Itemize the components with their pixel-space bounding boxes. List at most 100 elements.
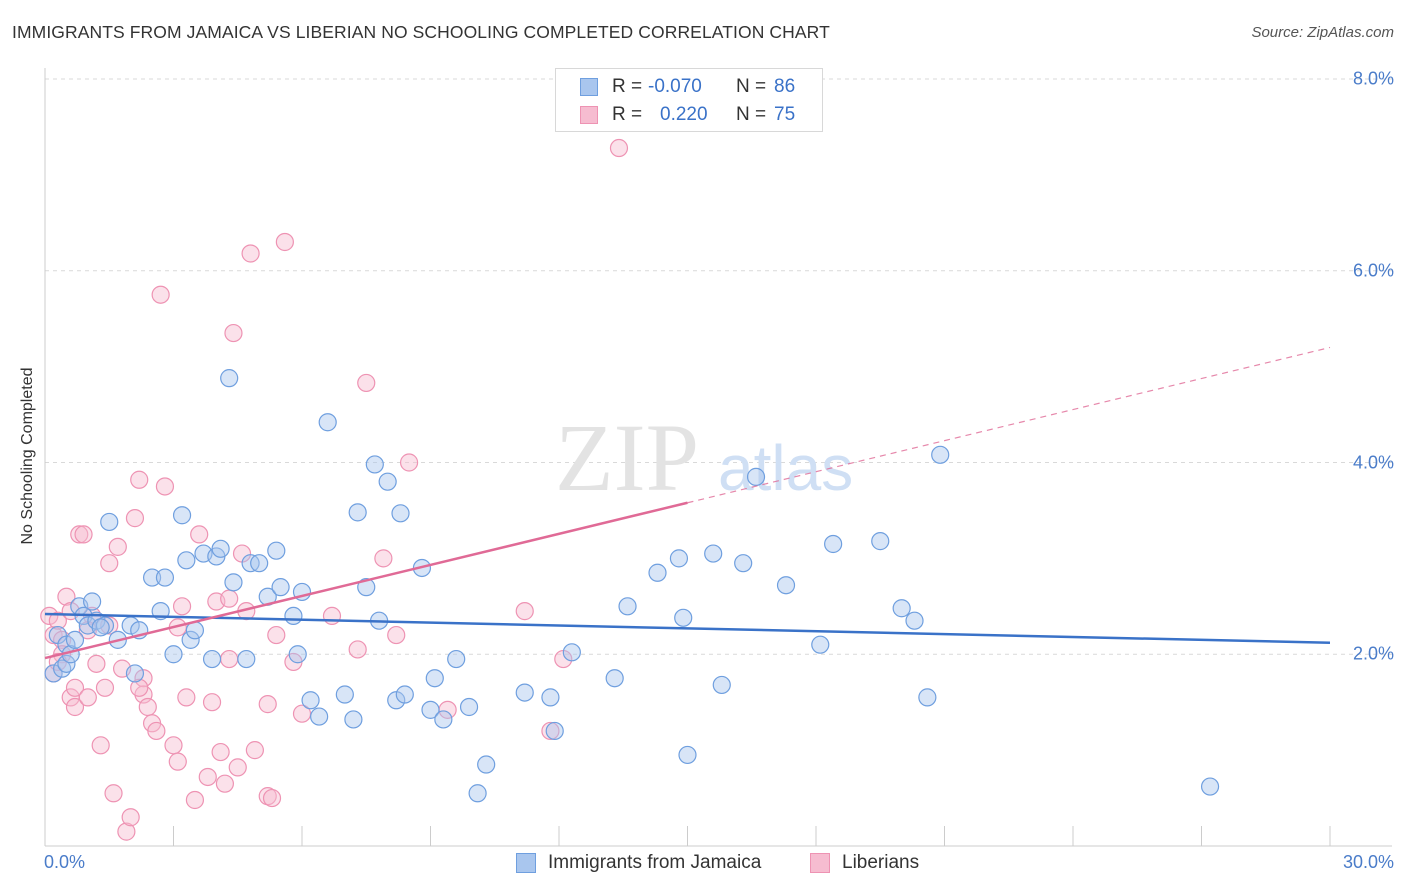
jamaica-point xyxy=(811,635,830,654)
jamaica-point xyxy=(378,472,397,491)
r-value-jamaica: -0.070 xyxy=(648,76,702,97)
jamaica-point xyxy=(776,576,796,595)
liberians-point xyxy=(267,625,286,645)
r-label: R = xyxy=(612,76,643,97)
liberians-point xyxy=(65,678,85,697)
liberians-point xyxy=(202,693,222,712)
stats-swatch-pink xyxy=(580,106,598,124)
liberians-point xyxy=(245,741,264,760)
axes xyxy=(44,68,1392,847)
liberians-points xyxy=(40,138,629,841)
liberians-point xyxy=(177,688,196,707)
jamaica-point xyxy=(674,608,693,627)
source-label: Source: ZipAtlas.com xyxy=(1251,24,1394,41)
y-tick-label: 8.0% xyxy=(1352,68,1394,89)
x-tick-label: 30.0% xyxy=(1342,852,1394,872)
jamaica-point xyxy=(931,445,950,464)
jamaica-point xyxy=(284,606,303,626)
liberians-point xyxy=(399,453,419,472)
jamaica-point xyxy=(746,467,766,486)
jamaica-point xyxy=(905,611,924,630)
jamaica-point xyxy=(515,683,534,702)
n-label: N = xyxy=(736,76,767,97)
jamaica-point xyxy=(1200,777,1220,796)
liberians-point xyxy=(121,808,140,827)
liberians-point xyxy=(224,323,243,343)
jamaica-point xyxy=(83,592,102,611)
liberians-point xyxy=(198,767,217,787)
liberians-point xyxy=(258,695,277,714)
jamaica-point xyxy=(155,568,175,587)
liberians-point xyxy=(220,649,239,669)
jamaica-point xyxy=(562,643,581,662)
jamaica-point xyxy=(434,710,453,729)
chart-title: IMMIGRANTS FROM JAMAICA VS LIBERIAN NO S… xyxy=(12,22,830,42)
jamaica-point xyxy=(237,649,256,669)
jamaica-point xyxy=(468,784,487,803)
y-tick-label: 4.0% xyxy=(1352,452,1394,472)
liberians-point xyxy=(70,525,89,544)
jamaica-point xyxy=(335,685,354,704)
jamaica-trend-line xyxy=(44,612,1331,644)
jamaica-point xyxy=(395,685,414,704)
liberians-point xyxy=(130,678,149,697)
jamaica-point xyxy=(648,563,667,582)
jamaica-point xyxy=(421,700,440,719)
watermark-zip: ZIP xyxy=(555,404,699,511)
jamaica-point xyxy=(541,688,560,707)
liberians-point xyxy=(57,587,76,606)
liberians-point xyxy=(130,470,149,489)
stats-swatch-blue xyxy=(580,78,598,96)
jamaica-point xyxy=(172,506,192,525)
jamaica-point xyxy=(425,669,444,688)
jamaica-point xyxy=(344,710,363,729)
liberians-point xyxy=(134,669,153,688)
y-tick-label: 6.0% xyxy=(1352,260,1394,281)
jamaica-point xyxy=(545,721,564,741)
jamaica-point xyxy=(669,549,689,568)
jamaica-point xyxy=(892,599,911,618)
jamaica-point xyxy=(100,512,119,532)
liberians-point xyxy=(374,549,393,568)
liberians-point xyxy=(387,625,406,645)
liberians-point xyxy=(164,736,183,755)
liberians-trend-line xyxy=(44,501,688,660)
liberians-point xyxy=(220,589,239,608)
legend-label-liberians: Liberians xyxy=(842,852,920,873)
legend-label-jamaica: Immigrants from Jamaica xyxy=(548,852,762,873)
jamaica-point xyxy=(365,455,384,474)
liberians-point xyxy=(541,721,560,741)
watermark-atlas: atlas xyxy=(718,432,853,504)
liberians-point xyxy=(211,742,230,762)
liberians-point xyxy=(215,774,234,793)
jamaica-point xyxy=(310,707,329,726)
trend-lines xyxy=(44,346,1331,660)
liberians-point xyxy=(241,244,260,263)
jamaica-point xyxy=(271,578,290,597)
liberians-point xyxy=(78,688,97,707)
liberians-point xyxy=(44,625,63,645)
jamaica-point xyxy=(288,645,307,664)
jamaica-point xyxy=(477,755,496,774)
r-label: R = xyxy=(612,104,643,125)
jamaica-point xyxy=(357,578,376,597)
jamaica-point xyxy=(177,551,196,570)
stats-row-jamaica: R = -0.070 N = 86 xyxy=(556,73,822,103)
legend-swatch-blue xyxy=(516,853,536,873)
jamaica-point xyxy=(618,597,637,616)
liberians-trend-line-extension xyxy=(687,346,1331,504)
liberians-point xyxy=(117,822,136,841)
jamaica-point xyxy=(318,413,337,432)
liberians-point xyxy=(168,752,187,771)
jamaica-point xyxy=(678,745,697,765)
jamaica-point xyxy=(142,568,162,587)
jamaica-point xyxy=(164,645,183,664)
jamaica-points xyxy=(44,369,1220,803)
jamaica-point xyxy=(348,503,367,522)
liberians-point xyxy=(40,606,59,626)
jamaica-point xyxy=(605,669,624,688)
n-value-liberians: 75 xyxy=(774,104,796,125)
jamaica-point xyxy=(824,534,843,554)
jamaica-point xyxy=(125,664,145,683)
